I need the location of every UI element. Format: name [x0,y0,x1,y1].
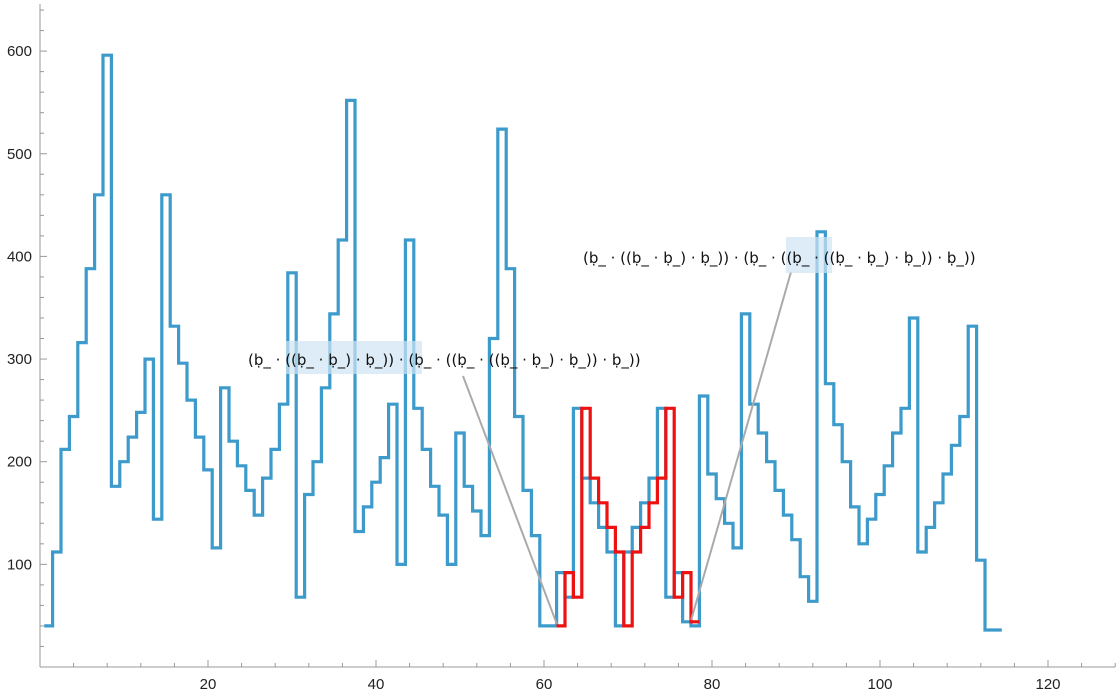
x-tick-label: 120 [1035,676,1060,693]
callout-line-1 [462,375,558,625]
x-tick-label: 40 [368,676,385,693]
x-tick-label: 20 [200,676,217,693]
series-layer [44,53,1002,632]
y-tick-label: 200 [7,454,32,471]
y-tick-label: 500 [7,146,32,163]
callout-line-2 [690,271,792,621]
x-tick-label: 100 [867,676,892,693]
callout-highlight-2 [786,237,832,273]
axes: 20 40 60 80 100 120 100 200 300 400 500 600 [7,4,1116,693]
y-tick-label: 300 [7,351,32,368]
annotation-label-1: (ḅ_ · ((ḅ_ · ḅ_) · ḅ_)) · (ḅ_ · ((ḅ_ · (… [248,351,641,370]
callout-highlight-1 [286,341,422,374]
annotation-layer: (ḅ_ · ((ḅ_ · ḅ_) · ḅ_)) · (ḅ_ · ((ḅ_ · (… [248,237,976,625]
main-series-line [44,53,1002,632]
x-tick-label: 60 [536,676,553,693]
y-tick-label: 400 [7,248,32,265]
y-tick-label: 100 [7,556,32,573]
y-tick-label: 600 [7,43,32,60]
x-tick-label: 80 [704,676,721,693]
highlighted-series-line [556,406,700,628]
annotation-label-2: (ḅ_ · ((ḅ_ · ḅ_) · ḅ_)) · (ḅ_ · ((ḅ_ · (… [583,249,976,268]
